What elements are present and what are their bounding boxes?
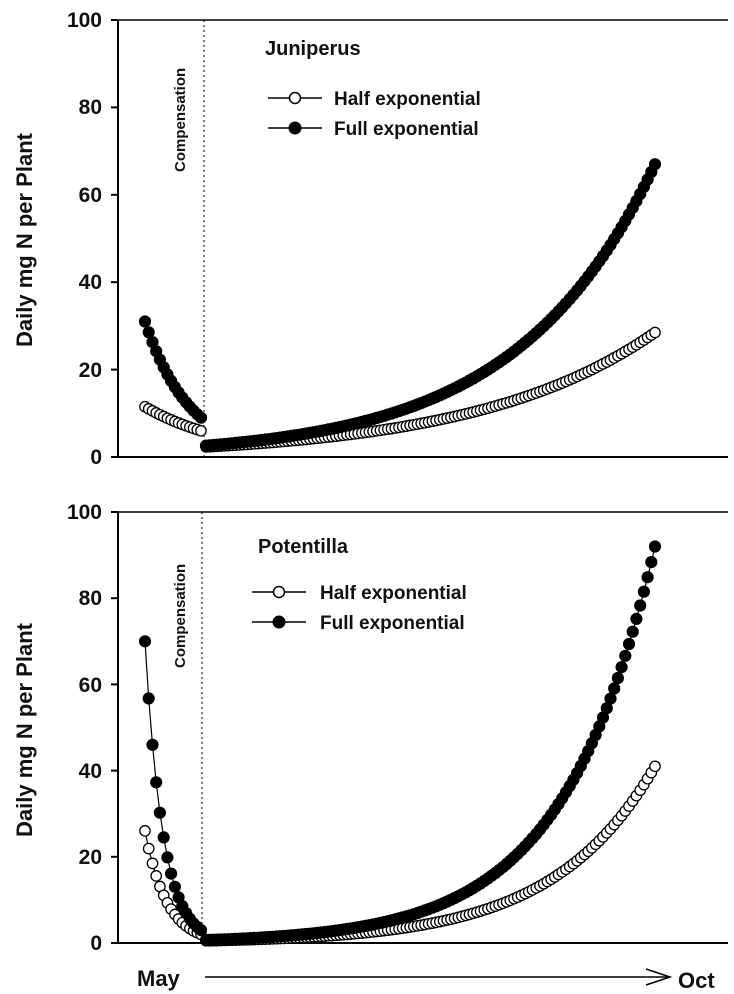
month-label-end: Oct bbox=[678, 968, 715, 993]
y-tick-label: 40 bbox=[79, 760, 102, 783]
y-tick-label: 40 bbox=[79, 271, 102, 294]
y-ticks bbox=[111, 20, 118, 457]
data-point-full-exponential bbox=[638, 586, 649, 597]
data-point-full-exponential bbox=[154, 807, 165, 818]
data-point-full-exponential bbox=[646, 557, 657, 568]
data-point-full-exponential bbox=[620, 650, 631, 661]
y-axis-title: Daily mg N per Plant bbox=[12, 622, 37, 837]
data-point-half-exponential bbox=[196, 426, 206, 436]
data-point-full-exponential bbox=[162, 852, 173, 863]
y-tick-label: 20 bbox=[79, 359, 102, 382]
legend-label-half: Half exponential bbox=[320, 583, 467, 604]
data-point-full-exponential bbox=[166, 868, 177, 879]
data-point-half-exponential bbox=[650, 327, 660, 337]
data-point-full-exponential bbox=[616, 662, 627, 673]
data-point-full-exponential bbox=[143, 693, 154, 704]
data-point-half-exponential bbox=[650, 761, 660, 771]
legend-marker-half bbox=[290, 93, 301, 104]
data-point-half-exponential bbox=[144, 843, 154, 853]
data-point-full-exponential bbox=[195, 412, 206, 423]
panel-potentilla: Compensation 0 20 40 60 80 100 Daily mg … bbox=[12, 501, 728, 955]
series-line bbox=[206, 333, 655, 447]
data-point-full-exponential bbox=[642, 572, 653, 583]
data-point-full-exponential bbox=[649, 159, 660, 170]
data-point-full-exponential bbox=[147, 739, 158, 750]
data-point-full-exponential bbox=[631, 613, 642, 624]
data-point-full-exponential bbox=[627, 626, 638, 637]
y-tick-label: 60 bbox=[79, 184, 102, 207]
y-axis-title: Daily mg N per Plant bbox=[12, 132, 37, 347]
y-tick-label: 100 bbox=[67, 501, 102, 524]
data-point-full-exponential bbox=[139, 316, 150, 327]
legend: Half exponential Full exponential bbox=[252, 583, 467, 634]
data-point-full-exponential bbox=[623, 638, 634, 649]
panel-title: Juniperus bbox=[265, 38, 361, 60]
legend-label-full: Full exponential bbox=[320, 613, 465, 634]
y-tick-label: 60 bbox=[79, 674, 102, 697]
y-tick-label: 0 bbox=[90, 446, 102, 469]
data-point-half-exponential bbox=[151, 871, 161, 881]
data-point-full-exponential bbox=[635, 600, 646, 611]
data-point-half-exponential bbox=[140, 826, 150, 836]
y-tick-label: 80 bbox=[79, 96, 102, 119]
y-tick-label: 20 bbox=[79, 846, 102, 869]
data-point-full-exponential bbox=[158, 832, 169, 843]
y-tick-labels: 0 20 40 60 80 100 bbox=[67, 9, 102, 469]
panel-juniperus: Compensation 0 20 40 60 80 100 Daily mg … bbox=[12, 9, 728, 469]
plot-area bbox=[139, 159, 660, 453]
legend-marker-full bbox=[289, 122, 301, 134]
legend-marker-full bbox=[273, 616, 285, 628]
legend: Half exponential Full exponential bbox=[268, 89, 481, 140]
compensation-label: Compensation bbox=[172, 68, 189, 172]
y-tick-label: 0 bbox=[90, 932, 102, 955]
legend-label-half: Half exponential bbox=[334, 89, 481, 110]
data-point-full-exponential bbox=[609, 683, 620, 694]
data-point-full-exponential bbox=[169, 881, 180, 892]
data-point-half-exponential bbox=[147, 858, 157, 868]
data-point-full-exponential bbox=[151, 777, 162, 788]
y-ticks bbox=[111, 512, 118, 943]
y-tick-label: 80 bbox=[79, 587, 102, 610]
legend-label-full: Full exponential bbox=[334, 119, 479, 140]
compensation-label: Compensation bbox=[172, 564, 189, 668]
panel-title: Potentilla bbox=[258, 536, 349, 558]
data-point-full-exponential bbox=[649, 541, 660, 552]
data-point-full-exponential bbox=[139, 636, 150, 647]
data-point-full-exponential bbox=[605, 693, 616, 704]
data-point-full-exponential bbox=[612, 672, 623, 683]
legend-marker-half bbox=[274, 587, 285, 598]
y-tick-labels: 0 20 40 60 80 100 bbox=[67, 501, 102, 955]
y-tick-label: 100 bbox=[67, 9, 102, 32]
month-label-start: May bbox=[137, 966, 181, 991]
month-axis: May Oct bbox=[137, 966, 715, 993]
